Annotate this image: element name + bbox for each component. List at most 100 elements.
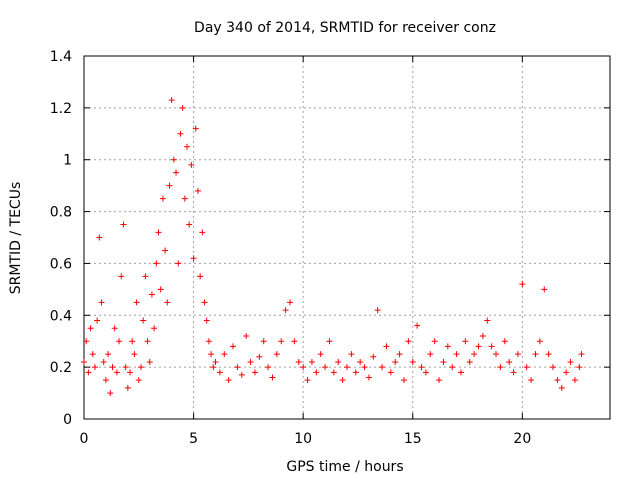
data-point: [335, 358, 342, 365]
data-point: [313, 369, 320, 376]
data-point: [352, 369, 359, 376]
data-point: [159, 195, 166, 202]
data-point: [137, 364, 144, 371]
data-point: [291, 338, 298, 345]
data-point: [571, 377, 578, 384]
data-point: [541, 286, 548, 293]
data-point: [151, 325, 158, 332]
data-point: [409, 358, 416, 365]
data-point: [484, 317, 491, 324]
data-point: [536, 338, 543, 345]
data-point: [216, 369, 223, 376]
grid-lines: [84, 56, 610, 419]
data-point: [100, 358, 107, 365]
data-point: [120, 221, 127, 228]
data-point: [155, 229, 162, 236]
data-point: [453, 351, 460, 358]
y-tick-label: 0.2: [50, 360, 72, 376]
data-point: [365, 374, 372, 381]
data-point: [98, 299, 105, 306]
data-point: [175, 260, 182, 267]
data-point: [567, 358, 574, 365]
data-point: [184, 143, 191, 150]
data-point: [157, 286, 164, 293]
data-point: [497, 364, 504, 371]
data-point: [357, 358, 364, 365]
data-point: [179, 104, 186, 111]
data-point: [83, 338, 90, 345]
data-point: [188, 161, 195, 168]
data-point: [308, 358, 315, 365]
x-tick-label: 10: [294, 431, 312, 447]
data-point: [153, 260, 160, 267]
data-point: [94, 317, 101, 324]
plot-frame: [83, 55, 611, 420]
data-point: [440, 358, 447, 365]
data-point: [96, 234, 103, 241]
y-tick-label: 1: [63, 153, 72, 169]
data-point: [116, 338, 123, 345]
x-tick-label: 20: [513, 431, 531, 447]
data-point: [113, 369, 120, 376]
data-point: [269, 374, 276, 381]
data-point: [462, 338, 469, 345]
data-point: [387, 369, 394, 376]
data-point: [379, 364, 386, 371]
y-tick-label: 0.8: [50, 205, 72, 221]
data-point: [234, 364, 241, 371]
data-point: [488, 343, 495, 350]
data-point: [295, 358, 302, 365]
data-point: [203, 317, 210, 324]
data-point: [422, 369, 429, 376]
data-point: [326, 338, 333, 345]
y-tick-label: 1.2: [50, 101, 72, 117]
data-point: [523, 364, 530, 371]
data-point: [225, 377, 232, 384]
data-point: [278, 338, 285, 345]
data-point: [405, 338, 412, 345]
data-point: [85, 369, 92, 376]
data-point: [144, 338, 151, 345]
data-point: [190, 255, 197, 262]
data-point: [475, 343, 482, 350]
data-point: [300, 364, 307, 371]
data-point: [273, 351, 280, 358]
data-point: [111, 325, 118, 332]
data-point: [201, 299, 208, 306]
data-point: [287, 299, 294, 306]
x-tick-label: 0: [80, 431, 89, 447]
data-point: [186, 221, 193, 228]
data-point: [205, 338, 212, 345]
data-points: [81, 97, 585, 397]
data-point: [322, 364, 329, 371]
data-point: [91, 364, 98, 371]
data-point: [142, 273, 149, 280]
data-point: [414, 322, 421, 329]
data-point: [238, 371, 245, 378]
data-point: [212, 358, 219, 365]
data-point: [170, 156, 177, 163]
data-point: [107, 390, 114, 397]
data-point: [282, 307, 289, 314]
data-point: [471, 351, 478, 358]
data-point: [127, 369, 134, 376]
data-point: [173, 169, 180, 176]
data-point: [510, 369, 517, 376]
data-point: [400, 377, 407, 384]
data-point: [361, 364, 368, 371]
data-point: [135, 377, 142, 384]
data-point: [563, 369, 570, 376]
data-point: [168, 97, 175, 104]
data-point: [105, 351, 112, 358]
data-point: [344, 364, 350, 371]
x-tick-label: 5: [189, 431, 198, 447]
data-point: [532, 351, 539, 358]
data-point: [162, 247, 169, 254]
data-point: [260, 338, 267, 345]
data-point: [392, 358, 399, 365]
data-point: [199, 229, 206, 236]
data-point: [230, 343, 237, 350]
data-point: [501, 338, 508, 345]
data-point: [243, 333, 250, 340]
